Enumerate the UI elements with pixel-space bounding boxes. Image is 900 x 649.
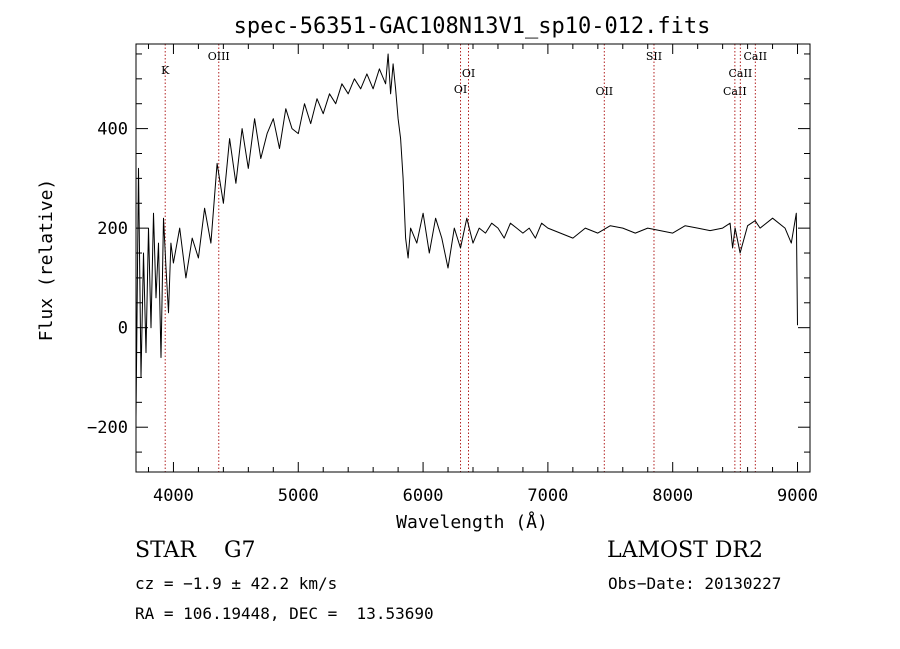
plot-frame <box>135 43 811 473</box>
survey-name: LAMOST DR2 <box>607 538 763 563</box>
x-tick-label-5: 9000 <box>777 486 818 506</box>
spectral-line-label-5: SII <box>646 50 662 63</box>
x-tick-label-2: 6000 <box>403 486 444 506</box>
axis-ticks: 4000 5000 6000 7000 8000 9000 −200 0 200 400 <box>87 44 818 506</box>
y-tick-label-0: −200 <box>87 418 128 438</box>
object-class: STAR G7 <box>135 538 256 563</box>
spectrum-line <box>135 53 798 418</box>
spectral-line-label-2: OI <box>454 83 467 96</box>
x-axis-label: Wavelength (Å) <box>396 511 548 533</box>
spectral-line-label-0: K <box>161 64 170 77</box>
y-axis-label: Flux (relative) <box>36 179 57 342</box>
y-tick-label-2: 200 <box>97 219 128 239</box>
y-tick-label-3: 400 <box>97 120 128 140</box>
observation-date: Obs−Date: 20130227 <box>608 574 782 593</box>
x-tick-label-1: 5000 <box>278 486 319 506</box>
spectral-line-label-7: CaII <box>729 67 753 80</box>
x-tick-label-3: 7000 <box>527 486 568 506</box>
spectral-line-label-4: OII <box>595 85 613 98</box>
redshift-velocity: cz = −1.9 ± 42.2 km/s <box>135 574 338 593</box>
spectrum-series <box>135 53 798 418</box>
spectral-line-markers: K OIII OI OI OII SII CaII CaII CaII <box>161 44 767 472</box>
y-tick-label-1: 0 <box>118 319 128 339</box>
chart-title: spec-56351-GAC108N13V1_sp10-012.fits <box>234 14 711 39</box>
spectral-line-label-6: CaII <box>723 85 747 98</box>
ra-dec-coordinates: RA = 106.19448, DEC = 13.53690 <box>135 604 434 623</box>
x-tick-label-0: 4000 <box>153 486 194 506</box>
spectral-line-label-8: CaII <box>743 50 767 63</box>
spectral-line-label-1: OIII <box>208 50 230 63</box>
x-tick-label-4: 8000 <box>652 486 693 506</box>
spectral-line-label-3: OI <box>462 67 475 80</box>
